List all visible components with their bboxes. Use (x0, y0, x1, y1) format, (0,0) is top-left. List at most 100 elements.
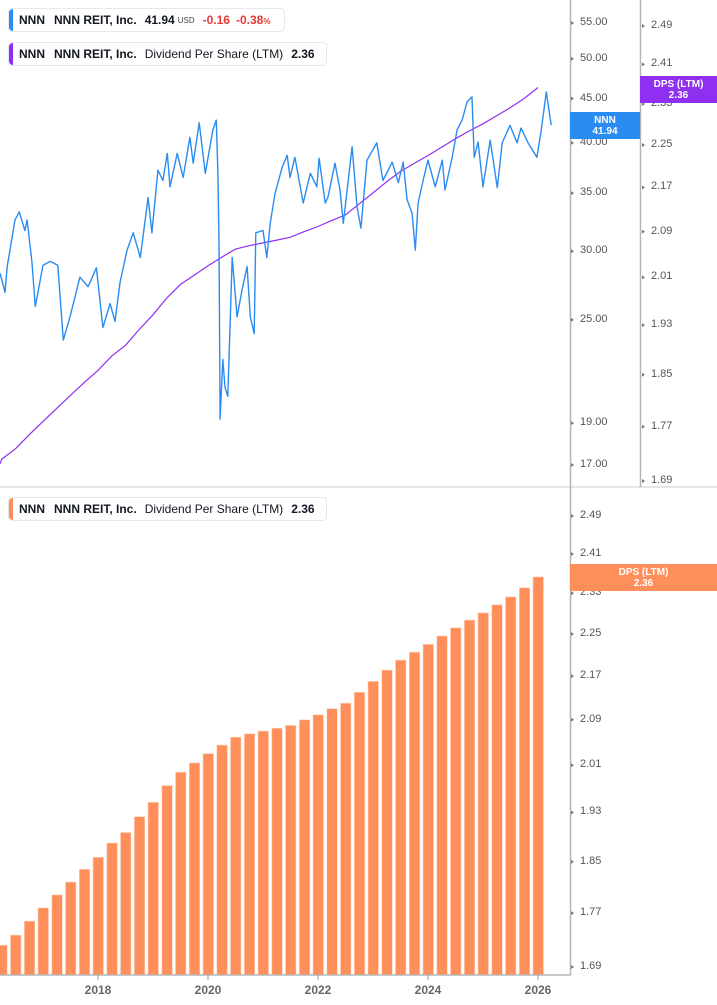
dps-bar (244, 733, 256, 976)
legend-pct-sign: % (263, 17, 271, 26)
legend-symbol: NNN (19, 47, 45, 61)
price-axis-tick-label: 50.00 (580, 51, 608, 64)
legend-dps-bottom[interactable]: NNN NNN REIT, Inc. Dividend Per Share (L… (8, 497, 327, 521)
tick-mark (642, 62, 645, 67)
tick-mark (571, 140, 574, 145)
legend-symbol: NNN (19, 13, 45, 27)
dps-bar (106, 842, 118, 976)
dps-bar-series (0, 576, 544, 976)
dps-bar (257, 730, 269, 976)
tag-label: DPS (LTM) (653, 78, 704, 90)
dps-bar (10, 934, 22, 976)
legend-price[interactable]: NNN NNN REIT, Inc. 41.94 USD -0.16 -0.38… (8, 8, 286, 32)
tick-mark (642, 479, 645, 483)
price-line-series (0, 91, 552, 420)
x-axis-tick-label: 2026 (524, 983, 552, 997)
dps-bar (518, 587, 531, 976)
dps-bottom-axis-tick-label: 2.09 (580, 712, 602, 725)
dps-bar (422, 643, 434, 976)
legend-value: 2.36 (291, 502, 315, 516)
x-axis-tick-label: 2024 (414, 983, 442, 997)
tag-label: DPS (LTM) (618, 566, 669, 578)
legend-color-swatch (9, 9, 13, 31)
dps-top-last-value-tag: DPS (LTM) 2.36 (640, 76, 717, 103)
dps-bottom-axis-tick-label: 2.17 (580, 669, 602, 682)
tick-mark (571, 514, 574, 518)
dps-bar (463, 619, 476, 976)
tick-mark (571, 911, 574, 916)
dps-bottom-axis-tick-label: 1.69 (580, 960, 602, 972)
dps-bar (408, 651, 421, 976)
legend-currency: USD (177, 15, 195, 25)
dps-bar (0, 944, 8, 976)
tick-mark (571, 965, 574, 969)
price-last-value-tag: NNN 41.94 (570, 112, 640, 139)
dps-bar (450, 627, 462, 976)
dps-bottom-axis-tick-label: 1.77 (580, 906, 602, 919)
legend-color-swatch (9, 43, 13, 65)
legend-value: 2.36 (291, 47, 315, 61)
dps-bar (79, 868, 91, 976)
dps-bar (23, 920, 36, 976)
dps-bar (340, 702, 352, 976)
price-axis-tick-label: 19.00 (580, 416, 608, 429)
tick-mark (571, 591, 574, 596)
tick-mark (571, 859, 574, 864)
dps-bar (381, 669, 393, 976)
tick-mark (642, 323, 645, 328)
dps-bar (326, 708, 338, 976)
tag-value: 2.36 (633, 577, 654, 589)
dps-bar (120, 832, 132, 976)
dps-axis-tick-label: 2.17 (651, 180, 673, 193)
legend-color-swatch (9, 498, 13, 520)
axes (0, 0, 717, 980)
dps-bar (271, 727, 283, 976)
x-axis-tick-label: 2022 (304, 983, 332, 997)
dps-bar (230, 736, 242, 976)
tick-mark (571, 717, 574, 722)
dps-bar (532, 576, 544, 976)
dps-bar (161, 785, 173, 976)
legend-dps-top[interactable]: NNN NNN REIT, Inc. Dividend Per Share (L… (8, 42, 327, 66)
legend-change: -0.16 (202, 13, 230, 27)
tag-label: NNN (594, 114, 616, 126)
tick-mark (642, 142, 645, 147)
legend-metric: Dividend Per Share (LTM) (144, 47, 284, 61)
dps-bar (312, 714, 324, 976)
x-axis-tick-label: 2020 (194, 983, 222, 997)
dps-bar (353, 691, 366, 976)
dps-bar (505, 596, 517, 976)
tick-mark (571, 463, 574, 468)
tick-mark (571, 674, 574, 679)
dps-bottom-axis-tick-label: 2.41 (580, 547, 602, 559)
dps-bottom-axis-tick-label: 2.49 (580, 509, 602, 521)
dps-bar (175, 771, 187, 976)
legend-name: NNN REIT, Inc. (54, 47, 137, 61)
dps-bar (189, 762, 201, 976)
legend-metric: Dividend Per Share (LTM) (144, 502, 284, 516)
price-axis-tick-label: 55.00 (580, 16, 608, 28)
price-line (0, 91, 552, 420)
dps-bar (92, 856, 104, 976)
price-axis-tick-label: 25.00 (580, 312, 608, 325)
tick-mark (571, 631, 574, 636)
legend-change-pct-value: -0.38 (235, 13, 264, 27)
dps-bar (298, 719, 311, 976)
dps-axis-tick-label: 2.41 (651, 57, 673, 70)
tick-mark (642, 185, 645, 190)
dps-bottom-axis-tick-label: 1.85 (580, 854, 602, 867)
tick-mark (571, 96, 574, 101)
dps-bar (51, 894, 63, 976)
dps-bar (367, 681, 379, 976)
dps-axis-tick-label: 2.25 (651, 137, 673, 150)
dps-axis-tick-label: 1.77 (651, 419, 673, 432)
price-axis-tick-label: 17.00 (580, 458, 608, 471)
tick-mark (571, 191, 574, 196)
dps-bar (491, 604, 503, 976)
tick-mark (571, 21, 574, 25)
price-axis-tick-label: 45.00 (580, 91, 608, 104)
dps-axis-tick-label: 1.85 (651, 367, 673, 380)
tick-mark (571, 552, 574, 557)
dps-axis-tick-label: 1.69 (651, 474, 673, 486)
